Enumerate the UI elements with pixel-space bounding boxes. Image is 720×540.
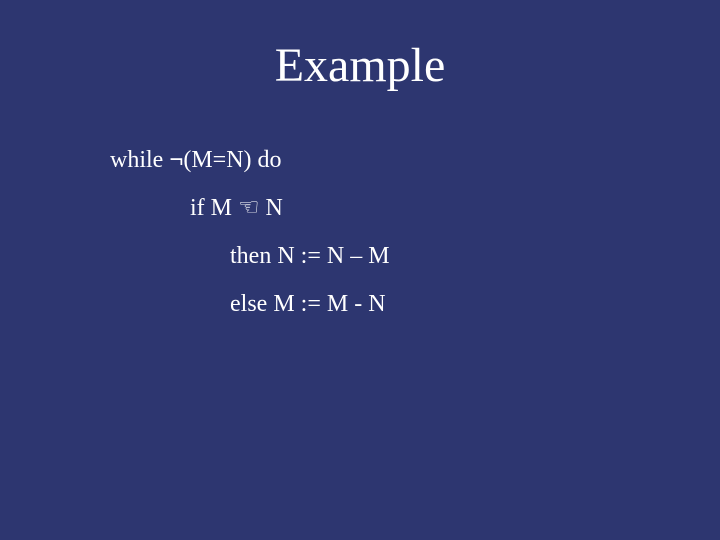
slide-title: Example (0, 38, 720, 93)
code-text: if M (190, 195, 238, 221)
less-than-symbol: ☜ (238, 194, 260, 221)
code-text: N (260, 195, 283, 221)
code-text: then N := N (230, 243, 350, 269)
code-text: else M := M - N (230, 291, 386, 317)
code-text: while (110, 147, 169, 173)
code-line-3: else M := M - N (230, 292, 390, 316)
code-line-1: if M ☜ N (190, 196, 390, 220)
code-text: (M=N) do (183, 147, 281, 173)
minus-symbol: – (350, 243, 362, 269)
not-symbol: ¬ (169, 146, 183, 173)
code-line-0: while ¬(M=N) do (110, 148, 390, 172)
slide: Example while ¬(M=N) do if M ☜ N then N … (0, 0, 720, 540)
slide-body: while ¬(M=N) do if M ☜ N then N := N – M… (110, 148, 390, 340)
code-text: M (362, 243, 389, 269)
code-line-2: then N := N – M (230, 244, 390, 268)
